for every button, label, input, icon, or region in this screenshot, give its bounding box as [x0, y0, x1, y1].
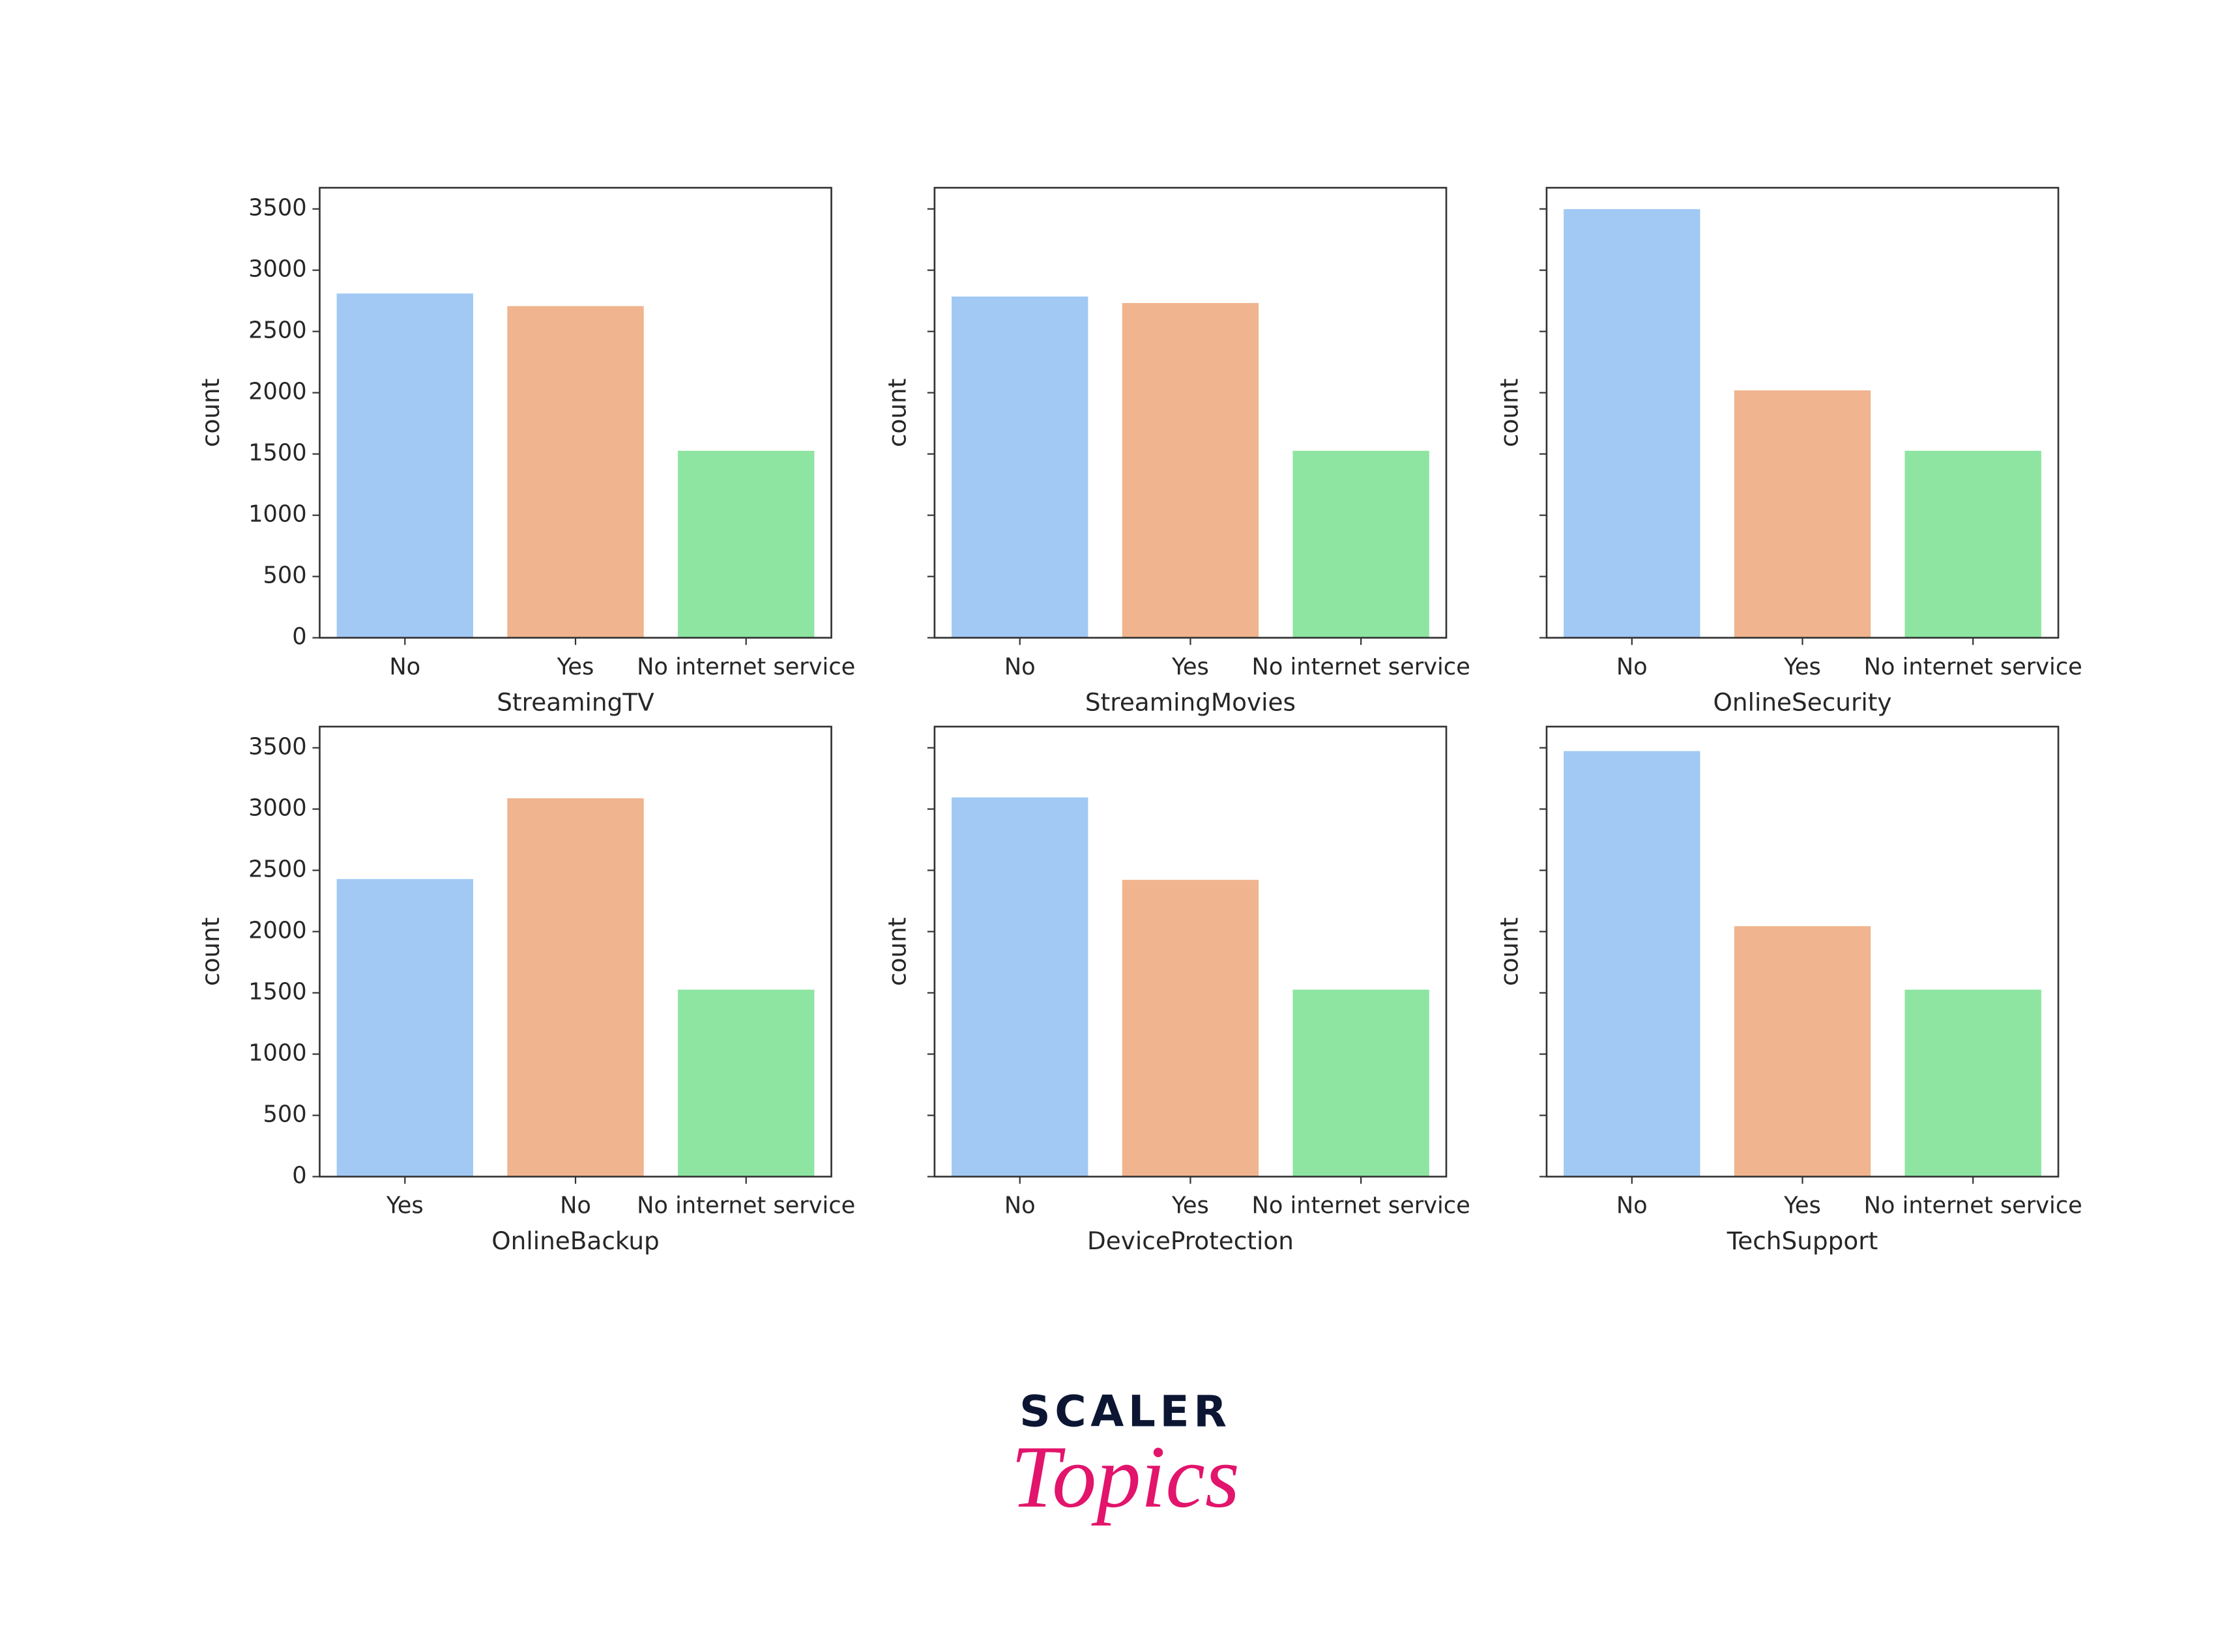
x-tick-label: No: [1004, 654, 1036, 680]
y-tick-label: 500: [263, 562, 307, 589]
y-tick-label: 3500: [248, 734, 307, 761]
y-axis-label: count: [196, 379, 225, 447]
x-tick-label: Yes: [1783, 1193, 1821, 1219]
y-axis-label: count: [882, 379, 911, 447]
y-tick-label: 3500: [248, 195, 307, 222]
y-tick-label: 1000: [248, 501, 307, 528]
bar: [1122, 880, 1259, 1177]
y-tick-label: 3000: [248, 795, 307, 822]
axes-frame: [319, 186, 832, 639]
bar: [1292, 450, 1429, 638]
bar: [1292, 989, 1429, 1177]
y-tick-label: 3000: [248, 256, 307, 283]
x-axis-label: OnlineSecurity: [1713, 688, 1891, 716]
x-tick-label: Yes: [1171, 654, 1209, 680]
logo-script: Topics: [1011, 1428, 1240, 1526]
y-tick-label: 2000: [248, 379, 307, 405]
y-axis-label: count: [1494, 918, 1523, 986]
bar: [952, 797, 1088, 1177]
x-tick-label: No: [1616, 654, 1648, 680]
axes-frame: [1545, 725, 2060, 1178]
x-tick-label: No internet service: [1864, 1193, 2082, 1219]
bar: [1564, 751, 1700, 1177]
x-axis-label: OnlineBackup: [491, 1226, 660, 1255]
bar: [678, 450, 815, 638]
bar: [1122, 303, 1259, 638]
bar: [952, 297, 1088, 638]
y-tick-label: 2000: [248, 918, 307, 944]
x-tick-label: No: [560, 1193, 591, 1219]
y-axis-label: count: [882, 918, 911, 986]
x-tick-label: No internet service: [1252, 1193, 1470, 1219]
axes-frame: [319, 725, 832, 1178]
x-axis-label: StreamingTV: [497, 688, 654, 716]
x-tick-label: No: [1004, 1193, 1036, 1219]
bar: [1734, 926, 1871, 1177]
x-tick-label: No internet service: [1864, 654, 2082, 680]
x-tick-label: No internet service: [637, 1193, 855, 1219]
bar: [1734, 390, 1871, 638]
x-tick-label: No internet service: [1252, 654, 1470, 680]
bar: [1564, 209, 1700, 638]
y-tick-label: 2500: [248, 856, 307, 883]
x-axis-label: StreamingMovies: [1085, 688, 1296, 716]
axes-frame: [933, 725, 1448, 1178]
axes-frame: [1545, 186, 2060, 639]
y-tick-label: 1000: [248, 1040, 307, 1067]
y-tick-label: 1500: [248, 440, 307, 467]
bar: [678, 989, 815, 1177]
x-axis-label: DeviceProtection: [1087, 1226, 1294, 1255]
x-tick-label: No internet service: [637, 654, 855, 680]
x-tick-label: Yes: [1783, 654, 1821, 680]
bar: [507, 306, 644, 638]
x-tick-label: Yes: [1171, 1193, 1209, 1219]
y-tick-label: 2500: [248, 317, 307, 344]
y-tick-label: 0: [292, 1163, 306, 1189]
x-tick-label: Yes: [557, 654, 594, 680]
y-tick-label: 0: [292, 624, 306, 650]
x-axis-label: TechSupport: [1727, 1226, 1878, 1255]
axes-frame: [933, 186, 1448, 639]
bar: [336, 878, 473, 1177]
bar: [507, 798, 644, 1177]
y-axis-label: count: [1494, 379, 1523, 447]
bar: [1904, 989, 2041, 1177]
x-tick-label: No: [1616, 1193, 1648, 1219]
y-tick-label: 1500: [248, 979, 307, 1006]
x-tick-label: Yes: [386, 1193, 424, 1219]
x-tick-label: No: [389, 654, 420, 680]
y-tick-label: 500: [263, 1101, 307, 1128]
bar: [336, 293, 473, 638]
bar: [1904, 450, 2041, 638]
y-axis-label: count: [196, 918, 225, 986]
logo-text: SCALER: [1019, 1387, 1231, 1437]
